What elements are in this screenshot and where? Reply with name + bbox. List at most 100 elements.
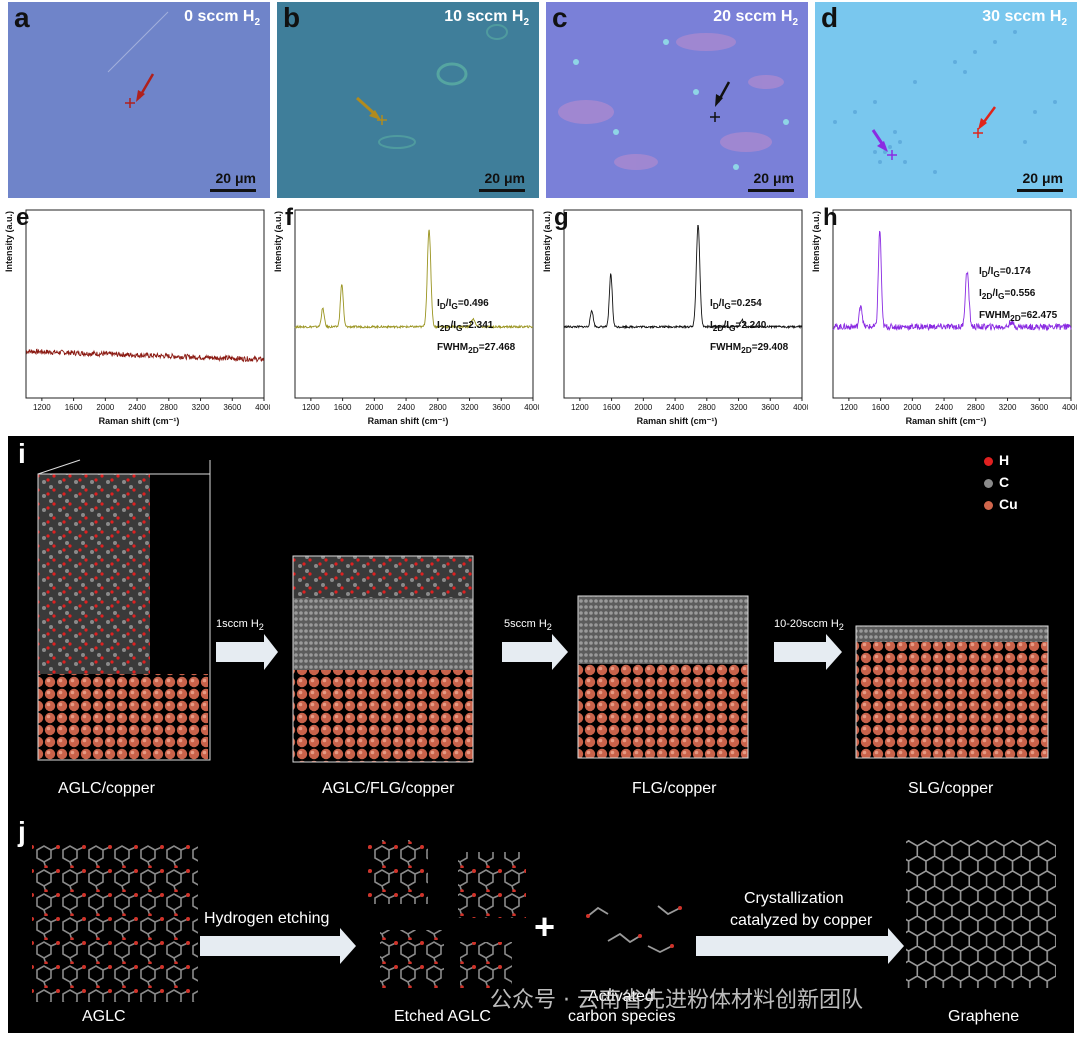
cu-atom-icon <box>984 500 993 510</box>
spectrum-h-plot: 1200 1600 2000 2400 2800 3200 3600 4000 <box>832 209 1077 412</box>
x-tick-label: 2400 <box>666 403 684 412</box>
arrow-3-icon <box>774 634 842 670</box>
arrow-etch-label: Hydrogen etching <box>204 910 330 927</box>
series-line <box>25 348 265 363</box>
panel-label-e: e <box>16 204 30 231</box>
x-tick-label: 2400 <box>128 403 146 412</box>
x-tick-label: 2000 <box>903 403 921 412</box>
spectrum-g: 1200 1600 2000 2400 2800 3200 3600 4000 g Inten… <box>542 202 808 434</box>
x-tick-label: 2800 <box>429 403 447 412</box>
x-tick-label: 4000 <box>1062 403 1077 412</box>
x-tick-label: 1200 <box>33 403 51 412</box>
x-tick-label: 2800 <box>160 403 178 412</box>
x-tick-label: 2000 <box>96 403 114 412</box>
grain-rings <box>378 24 508 149</box>
marker-cross-1 <box>887 150 897 160</box>
panel-label-i: i <box>18 438 26 469</box>
y-axis-label-f: Intensity (a.u.) <box>273 210 283 272</box>
nucleation-bands <box>833 30 1057 174</box>
scale-d: 20 μm <box>1022 170 1063 186</box>
micrograph-c-texture <box>558 33 789 170</box>
scale-bar-a <box>210 189 256 192</box>
item-aglc: AGLC <box>82 1008 126 1025</box>
micrograph-a-texture <box>107 11 169 108</box>
spectrum-e-plot: 1200 1600 2000 2400 2800 3200 3600 4000 <box>25 209 270 412</box>
scale-a: 20 μm <box>215 170 256 186</box>
fwhm-2d: FWHM2D=27.468 <box>437 342 516 355</box>
arrow-1-icon <box>216 634 278 670</box>
marker-arrow <box>715 81 731 107</box>
series-line <box>832 230 1072 332</box>
spectrum-e: 1200 1600 2000 2400 2800 3200 3600 4000 e Inten… <box>4 202 270 434</box>
ratio-d-g: ID/IG=0.174 <box>979 266 1031 279</box>
plot-frame <box>563 209 803 399</box>
panel-label-f: f <box>285 204 293 231</box>
legend-h: H <box>984 452 1018 468</box>
arrow-1-label: 1sccm H2 <box>216 618 264 633</box>
x-tick-label: 2000 <box>634 403 652 412</box>
schematic-panel: i H C Cu 1sccm H2 5sccm H2 10-20sccm H2 … <box>8 436 1074 1033</box>
x-tick-label: 2400 <box>935 403 953 412</box>
spectrum-f-plot: 1200 1600 2000 2400 2800 3200 3600 4000 <box>294 209 539 412</box>
stage-label-2: AGLC/FLG/copper <box>322 780 455 797</box>
x-axis-label-f: Raman shift (cm⁻¹) <box>367 416 449 426</box>
item-activated-2: carbon species <box>568 1008 676 1025</box>
marker-arrow-1 <box>871 129 888 152</box>
scale-bar-c <box>748 189 794 192</box>
panel-label-a: a <box>14 2 30 33</box>
stage-aglc-flg-copper <box>292 555 474 763</box>
micrograph-d-texture <box>833 30 1057 174</box>
condition-a: 0 sccm H2 <box>184 8 260 29</box>
x-tick-label: 1600 <box>65 403 83 412</box>
x-tick-label: 2800 <box>967 403 985 412</box>
panel-label-b: b <box>283 2 301 33</box>
item-graphene: Graphene <box>948 1008 1020 1025</box>
x-axis-label-g: Raman shift (cm⁻¹) <box>636 416 718 426</box>
y-axis-label-e: Intensity (a.u.) <box>4 210 14 272</box>
c-atom-icon <box>984 478 993 488</box>
x-tick-label: 1600 <box>603 403 621 412</box>
x-tick-label: 3200 <box>192 403 210 412</box>
x-tick-label: 4000 <box>793 403 808 412</box>
x-tick-label: 4000 <box>255 403 270 412</box>
micrograph-b: b 10 sccm H2 20 μm <box>277 2 539 198</box>
item-etched-aglc: Etched AGLC <box>394 1008 491 1025</box>
fwhm-2d: FWHM2D=29.408 <box>710 342 789 355</box>
marker-cross <box>377 115 387 125</box>
panel-label-d: d <box>821 2 839 33</box>
condition-c: 20 sccm H2 <box>713 8 798 29</box>
annotation-g: ID/IG=0.254 I2D/IG=2.240 FWHM2D=29.408 <box>710 294 788 360</box>
x-tick-label: 2400 <box>397 403 415 412</box>
x-axis-label-h: Raman shift (cm⁻¹) <box>905 416 987 426</box>
annotation-f: ID/IG=0.496 I2D/IG=2.341 FWHM2D=27.468 <box>437 294 515 360</box>
ratio-2d-g: I2D/IG=0.556 <box>979 288 1036 301</box>
arrow-crystallize-label-1: Crystallization <box>744 890 844 907</box>
stage-aglc-copper <box>37 459 211 761</box>
micrograph-a: a 0 sccm H2 20 μm <box>8 2 270 198</box>
x-tick-label: 3600 <box>492 403 510 412</box>
x-tick-label: 3600 <box>223 403 241 412</box>
plot-frame <box>294 209 534 399</box>
condition-b: 10 sccm H2 <box>444 8 529 29</box>
plot-frame <box>832 209 1072 399</box>
panel-label-j: j <box>18 816 26 847</box>
stage-flg-copper <box>577 595 749 759</box>
stage-label-3: FLG/copper <box>632 780 717 797</box>
x-tick-label: 2000 <box>365 403 383 412</box>
surface-line <box>107 11 169 73</box>
x-tick-label: 1200 <box>840 403 858 412</box>
micrograph-c: c 20 sccm H2 20 μm <box>546 2 808 198</box>
schematic-drawing <box>32 459 1056 1002</box>
watermark: 公众号 · 云南省先进粉体材料创新团队 <box>490 988 863 1013</box>
spectrum-g-plot: 1200 1600 2000 2400 2800 3200 3600 4000 <box>563 209 808 412</box>
stage-label-4: SLG/copper <box>908 780 994 797</box>
x-tick-label: 3600 <box>1030 403 1048 412</box>
panel-label-c: c <box>552 2 568 33</box>
x-tick-label: 1200 <box>571 403 589 412</box>
fwhm-2d: FWHM2D=62.475 <box>979 310 1058 323</box>
aglc-network <box>32 844 198 1002</box>
marker-cross <box>125 98 135 108</box>
legend-cu: Cu <box>984 496 1018 512</box>
x-axis-label-e: Raman shift (cm⁻¹) <box>98 416 180 426</box>
pink-domains <box>558 33 784 170</box>
